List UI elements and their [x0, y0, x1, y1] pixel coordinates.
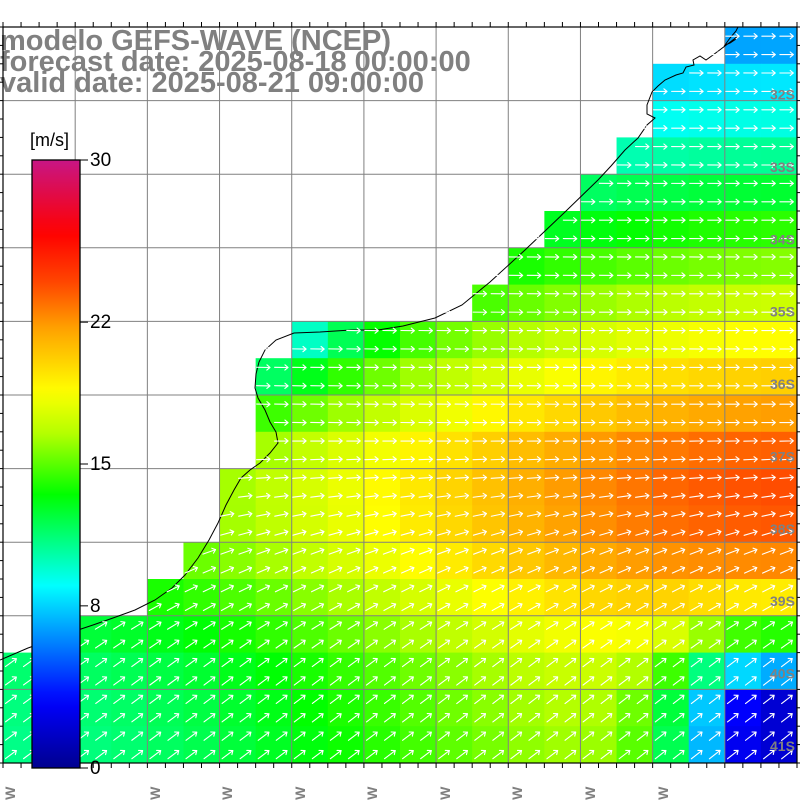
svg-text:38S: 38S: [770, 521, 795, 537]
svg-text:75W: 75W: [2, 786, 18, 800]
svg-text:35S: 35S: [770, 304, 795, 320]
svg-text:[m/s]: [m/s]: [30, 130, 69, 150]
svg-text:39S: 39S: [770, 593, 795, 609]
svg-text:30: 30: [90, 150, 111, 171]
svg-text:60W: 60W: [292, 786, 308, 800]
svg-text:41S: 41S: [770, 738, 795, 754]
svg-text:35W: 35W: [655, 786, 671, 800]
svg-text:34S: 34S: [770, 231, 795, 247]
svg-text:50W: 50W: [437, 786, 453, 800]
svg-text:0: 0: [90, 758, 101, 779]
svg-text:8: 8: [90, 596, 101, 617]
svg-text:70W: 70W: [147, 786, 163, 800]
svg-text:36S: 36S: [770, 376, 795, 392]
svg-text:33S: 33S: [770, 159, 795, 175]
svg-text:55W: 55W: [364, 786, 380, 800]
svg-text:45W: 45W: [509, 786, 525, 800]
svg-text:valid date: 2025-08-21 09:00:0: valid date: 2025-08-21 09:00:00: [0, 67, 424, 99]
svg-text:22: 22: [90, 312, 111, 333]
svg-text:40W: 40W: [582, 786, 598, 800]
svg-text:32S: 32S: [770, 87, 795, 103]
svg-text:15: 15: [90, 454, 111, 475]
svg-text:40S: 40S: [770, 666, 795, 682]
svg-text:37S: 37S: [770, 448, 795, 464]
svg-text:65W: 65W: [219, 786, 235, 800]
